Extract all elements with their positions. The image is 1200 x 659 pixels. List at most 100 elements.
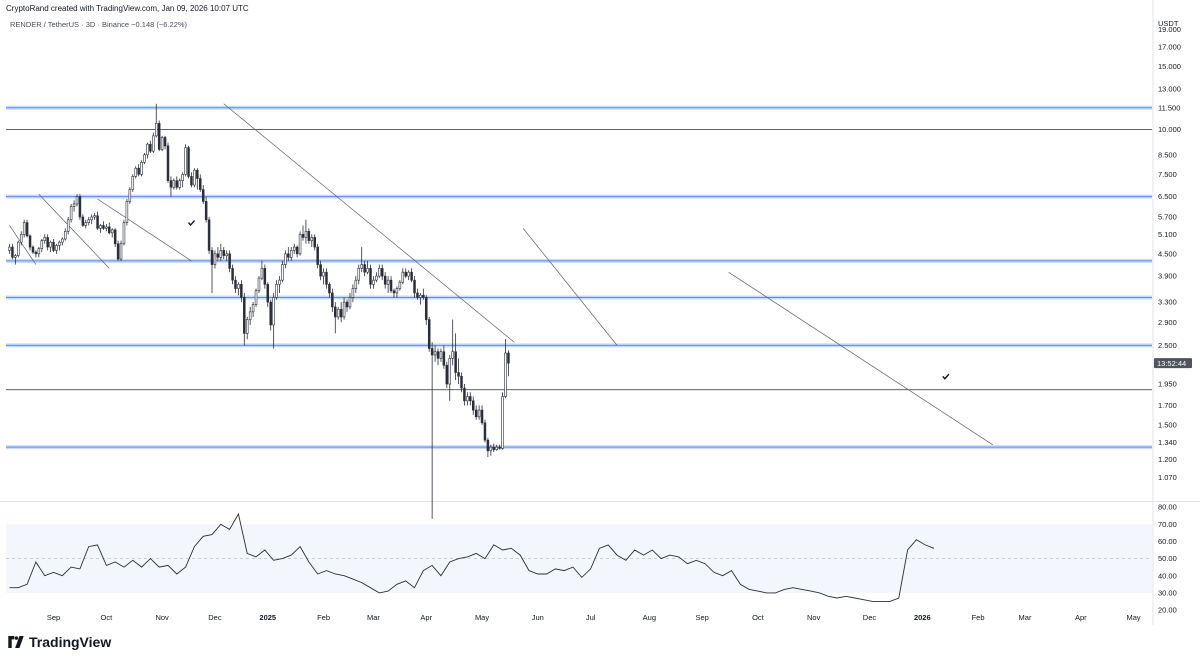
candle[interactable] (19, 231, 23, 246)
candle[interactable] (245, 316, 249, 340)
candle[interactable] (108, 222, 111, 235)
trendline[interactable] (522, 228, 618, 346)
rsi-indicator[interactable] (9, 512, 935, 602)
horizontal-levels[interactable] (6, 105, 1152, 450)
candle[interactable] (187, 145, 190, 179)
candle[interactable] (251, 302, 255, 317)
candle[interactable] (81, 214, 85, 227)
candle[interactable] (22, 219, 26, 238)
candle[interactable] (413, 276, 416, 298)
candle[interactable] (334, 302, 337, 334)
candle[interactable] (298, 231, 302, 256)
candle[interactable] (175, 176, 179, 190)
candle[interactable] (163, 135, 167, 150)
candle[interactable] (354, 276, 358, 293)
candle[interactable] (199, 174, 202, 192)
candle[interactable] (433, 345, 437, 362)
candle[interactable] (295, 245, 299, 258)
candle[interactable] (78, 194, 82, 220)
candle[interactable] (58, 240, 61, 251)
candle[interactable] (96, 211, 99, 230)
candle[interactable] (378, 264, 381, 279)
candle[interactable] (46, 234, 49, 251)
candle[interactable] (172, 178, 176, 190)
candle[interactable] (319, 260, 322, 281)
candle[interactable] (152, 132, 155, 153)
candle[interactable] (184, 144, 187, 177)
candle[interactable] (113, 228, 117, 248)
rsi-line[interactable] (9, 512, 935, 602)
trendline[interactable] (97, 198, 192, 262)
candle[interactable] (363, 260, 366, 277)
candle[interactable] (260, 260, 264, 281)
candle[interactable] (222, 247, 226, 260)
candle[interactable] (190, 172, 193, 188)
candle[interactable] (131, 174, 135, 192)
candle[interactable] (210, 247, 214, 293)
candle[interactable] (457, 358, 460, 385)
candle[interactable] (328, 282, 331, 298)
candle[interactable] (486, 437, 490, 458)
candle[interactable] (178, 178, 181, 190)
candle[interactable] (351, 284, 355, 303)
candle[interactable] (301, 225, 305, 241)
candle[interactable] (275, 280, 278, 300)
candle[interactable] (157, 120, 161, 152)
candle[interactable] (149, 140, 152, 153)
candle[interactable] (504, 339, 507, 399)
candlesticks[interactable] (8, 103, 510, 519)
candle[interactable] (105, 224, 108, 232)
candle[interactable] (234, 276, 237, 293)
candle[interactable] (410, 268, 413, 283)
candle[interactable] (466, 392, 469, 406)
candle[interactable] (425, 295, 428, 325)
candle[interactable] (281, 260, 284, 283)
candle[interactable] (495, 444, 498, 451)
candle[interactable] (116, 240, 120, 261)
candle[interactable] (155, 103, 158, 138)
candle[interactable] (339, 302, 343, 323)
candle[interactable] (442, 345, 446, 369)
candle[interactable] (55, 243, 58, 254)
candle[interactable] (357, 264, 361, 285)
candle[interactable] (480, 405, 484, 425)
candle[interactable] (369, 264, 372, 289)
candle[interactable] (266, 282, 270, 307)
candle[interactable] (345, 299, 349, 312)
rsi-axis[interactable]: 80.00 70.00 60.00 50.00 40.00 30.00 20.00 (1158, 503, 1177, 615)
candle[interactable] (93, 212, 96, 220)
candle[interactable] (392, 288, 396, 298)
candle[interactable] (204, 196, 208, 223)
candle[interactable] (395, 286, 399, 298)
candle[interactable] (507, 350, 510, 377)
candle[interactable] (240, 280, 243, 303)
candle[interactable] (331, 288, 334, 312)
candle[interactable] (427, 316, 431, 352)
candle[interactable] (463, 384, 466, 406)
candle[interactable] (99, 224, 102, 233)
candle[interactable] (501, 392, 504, 450)
candle[interactable] (213, 250, 217, 269)
candle[interactable] (237, 282, 240, 296)
candle[interactable] (380, 264, 384, 281)
candle[interactable] (389, 276, 393, 293)
candle[interactable] (128, 187, 132, 204)
candle[interactable] (436, 348, 440, 366)
candle[interactable] (386, 276, 390, 293)
candle[interactable] (160, 135, 164, 152)
candle[interactable] (134, 166, 137, 179)
candle[interactable] (90, 214, 93, 225)
candle[interactable] (454, 333, 457, 381)
candle[interactable] (207, 217, 211, 254)
candle[interactable] (401, 268, 405, 285)
candle[interactable] (498, 444, 501, 450)
candle[interactable] (225, 250, 228, 261)
candle[interactable] (448, 354, 451, 401)
candle[interactable] (257, 276, 261, 293)
candle[interactable] (304, 219, 308, 244)
candle[interactable] (72, 200, 76, 212)
candle[interactable] (269, 299, 272, 331)
candle[interactable] (49, 240, 52, 253)
candle[interactable] (383, 272, 387, 289)
